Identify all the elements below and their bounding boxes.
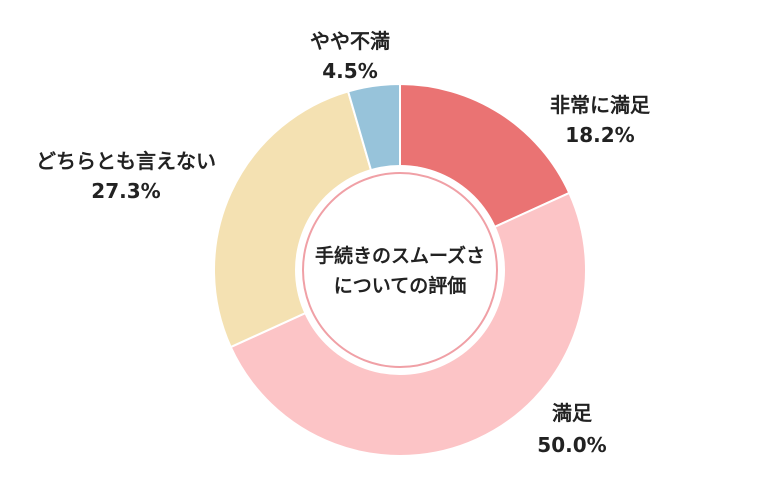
slice-value-slightly-dissatisfied: 4.5% — [322, 59, 377, 83]
slice-labels: 非常に満足 18.2% 満足 50.0% どちらとも言えない 27.3% やや不満 4.5% — [36, 29, 651, 457]
slice-value-very-satisfied: 18.2% — [565, 123, 634, 147]
donut-slices — [213, 82, 587, 457]
slice-label-satisfied: 満足 — [552, 401, 593, 425]
center-title-line-2: についての評価 — [334, 274, 466, 297]
center-hole — [295, 165, 505, 375]
slice-label-very-satisfied: 非常に満足 — [550, 93, 651, 117]
slice-value-neutral: 27.3% — [91, 179, 160, 203]
center-ring — [302, 172, 498, 368]
slice-label-neutral: どちらとも言えない — [36, 149, 216, 173]
slice-value-satisfied: 50.0% — [537, 433, 606, 457]
slice-label-slightly-dissatisfied: やや不満 — [310, 29, 390, 53]
center-title-line-1: 手続きのスムーズさ — [315, 244, 485, 267]
